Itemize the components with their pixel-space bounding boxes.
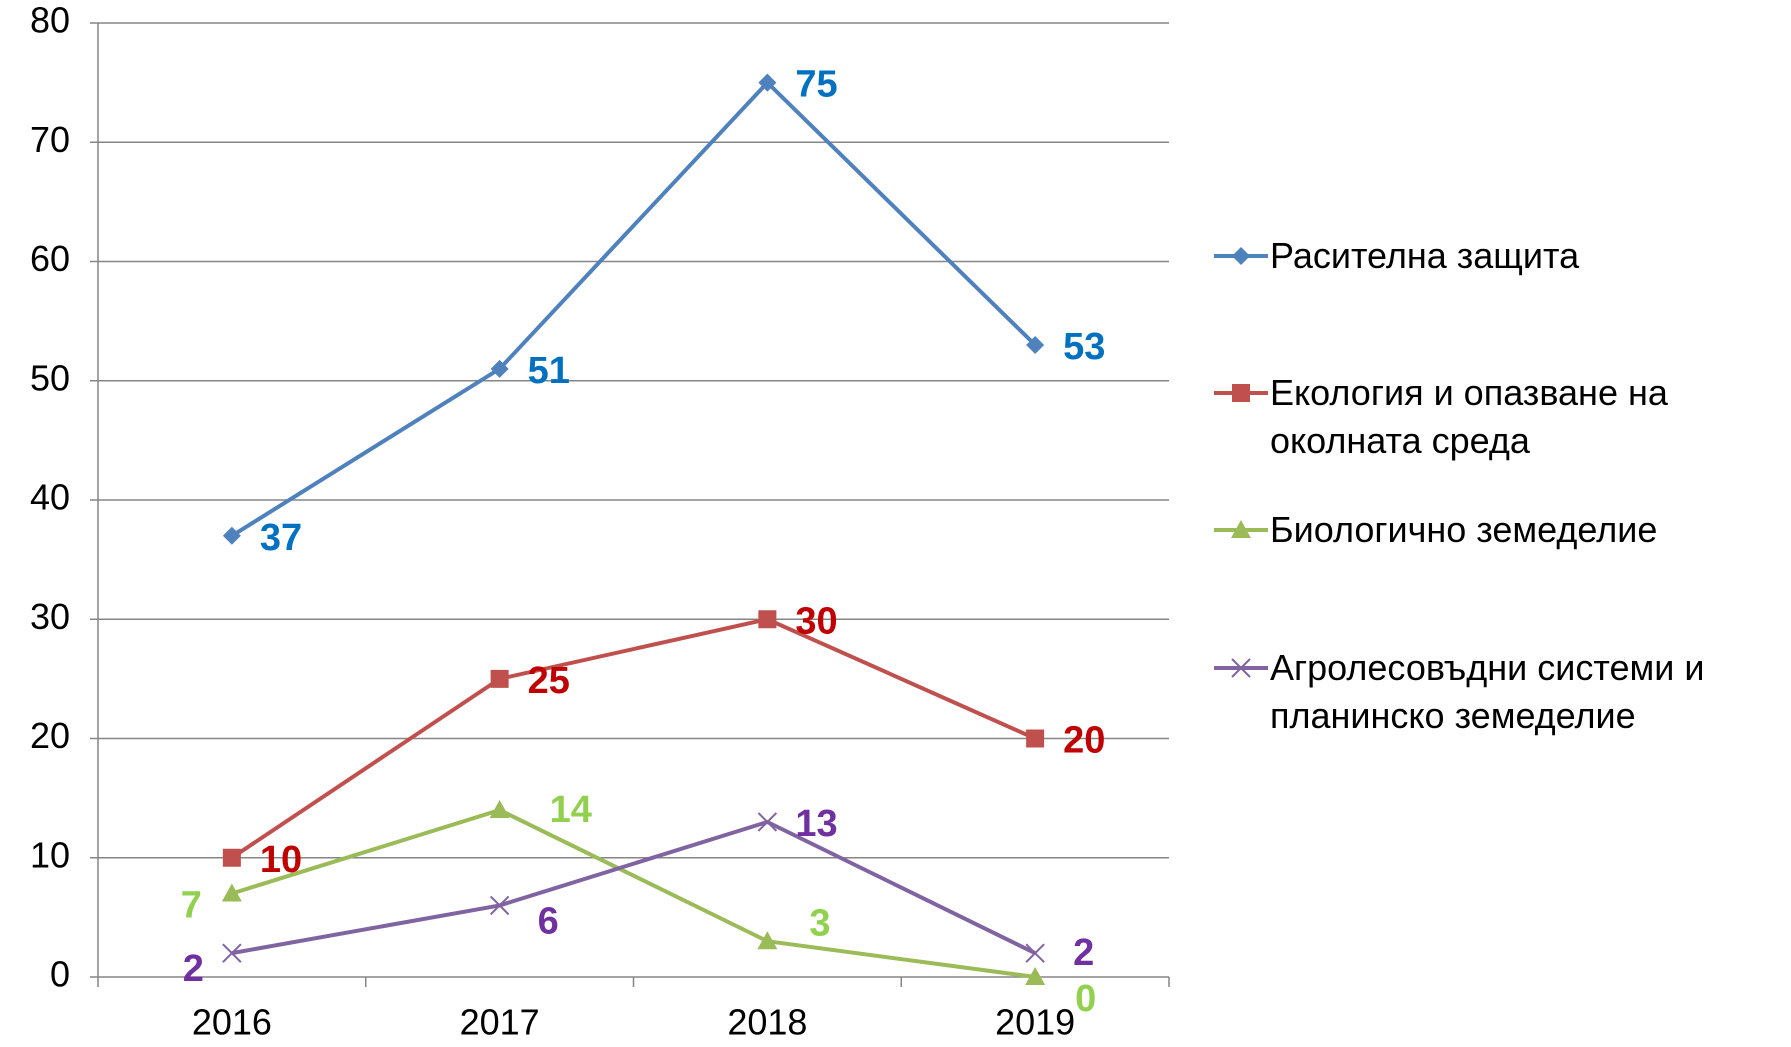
data-label: 2 xyxy=(183,948,204,990)
data-label: 51 xyxy=(528,350,570,392)
line xyxy=(231,807,1036,979)
data-label: 75 xyxy=(795,64,837,106)
legend-item: Екология и опазване на околната среда xyxy=(1210,369,1790,465)
data-label: 25 xyxy=(528,660,570,702)
data-label: 53 xyxy=(1063,326,1105,368)
x-tick-label: 2019 xyxy=(995,1002,1075,1043)
legend-label: Агролесовъдни системи и планинско земеде… xyxy=(1270,647,1705,736)
marker xyxy=(222,943,242,963)
marker xyxy=(758,73,777,92)
line xyxy=(231,819,1037,956)
legend-key xyxy=(1214,384,1268,402)
line xyxy=(230,617,1036,860)
marker xyxy=(1231,520,1251,538)
marker xyxy=(1025,967,1046,985)
marker xyxy=(758,610,777,629)
y-tick-label: 40 xyxy=(30,477,70,518)
legend-item: Агролесовъдни системи и планинско земеде… xyxy=(1210,644,1790,740)
series: 2 6 13 2 xyxy=(183,803,1095,990)
legend-key xyxy=(1214,520,1268,538)
marker xyxy=(1025,943,1045,963)
marker xyxy=(757,812,778,832)
marker xyxy=(489,895,510,916)
data-label: 14 xyxy=(550,789,592,831)
marker xyxy=(1232,247,1250,265)
marker xyxy=(1026,729,1045,748)
series: 7 14 3 0 xyxy=(181,789,1097,1020)
marker xyxy=(1026,335,1045,354)
data-label: 20 xyxy=(1063,720,1105,762)
x-tick-label: 2017 xyxy=(460,1002,540,1043)
data-label: 0 xyxy=(1075,978,1096,1020)
data-label: 37 xyxy=(260,517,302,559)
line xyxy=(230,79,1037,538)
marker xyxy=(490,359,509,378)
y-tick-label: 50 xyxy=(30,357,70,398)
x-tick-label: 2018 xyxy=(727,1002,807,1043)
legend-label: Екология и опазване на околната среда xyxy=(1270,372,1668,461)
data-label: 3 xyxy=(809,902,830,944)
data-label: 13 xyxy=(795,803,837,845)
data-label: 7 xyxy=(181,885,202,927)
data-label: 6 xyxy=(538,900,559,942)
y-tick-label: 60 xyxy=(30,238,70,279)
y-tick-label: 70 xyxy=(30,119,70,160)
x-tick-label: 2016 xyxy=(192,1002,272,1043)
y-tick-label: 0 xyxy=(50,954,70,995)
marker xyxy=(222,526,241,545)
y-tick-label: 10 xyxy=(30,834,70,875)
legend-key xyxy=(1214,247,1268,265)
marker xyxy=(221,883,242,902)
marker xyxy=(489,800,510,819)
marker xyxy=(490,669,509,688)
y-tick-label: 20 xyxy=(30,715,70,756)
marker xyxy=(1232,384,1250,402)
legend-label: Расителна защита xyxy=(1270,235,1580,276)
marker xyxy=(1231,658,1251,678)
series: 37 51 75 53 xyxy=(222,64,1105,559)
marker xyxy=(222,848,241,867)
y-tick-label: 30 xyxy=(30,596,70,637)
y-tick-label: 80 xyxy=(30,0,70,41)
legend-item: Биологично земеделие xyxy=(1210,506,1790,554)
legend-label: Биологично земеделие xyxy=(1270,509,1658,550)
marker xyxy=(757,931,778,950)
data-label: 30 xyxy=(795,600,837,642)
legend-key xyxy=(1214,658,1268,678)
data-label: 2 xyxy=(1073,932,1094,974)
legend-item: Расителна защита xyxy=(1210,232,1790,280)
